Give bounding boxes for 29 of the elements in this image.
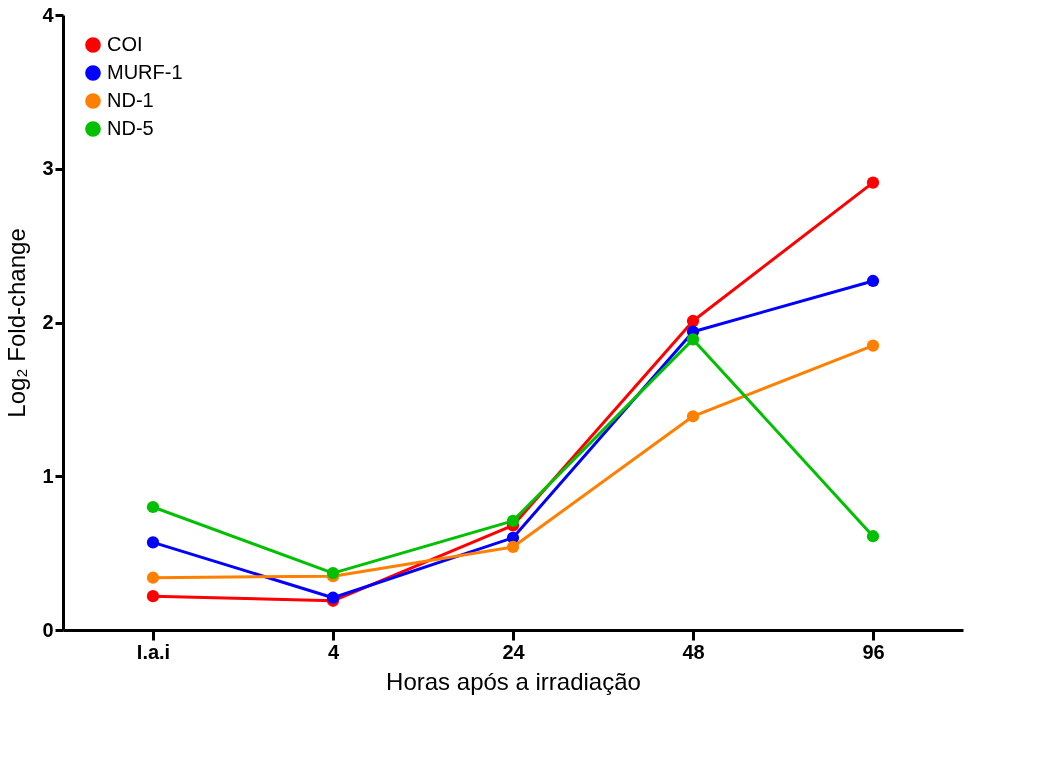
point (506, 540, 520, 554)
legend-label: COI (107, 33, 143, 55)
x-axis-title: Horas após a irradiação (386, 667, 641, 695)
point (686, 410, 700, 423)
y-axis-title: Log₂ Fold-change (3, 228, 31, 418)
point (866, 339, 880, 352)
y-tick-label: 3 (42, 157, 54, 180)
point (146, 500, 160, 514)
x-tick-label: 24 (502, 640, 526, 663)
y-tick-label: 0 (42, 618, 54, 641)
point (686, 333, 700, 346)
x-tick-label: I.a.i (136, 640, 171, 663)
legend-label: ND-1 (107, 89, 154, 111)
legend-label: ND-5 (107, 117, 154, 139)
point (866, 274, 880, 288)
x-tick-label: 4 (327, 640, 340, 663)
point (866, 176, 880, 189)
y-tick-label: 2 (42, 311, 54, 333)
point (866, 530, 880, 543)
y-tick-label: 1 (42, 464, 54, 487)
x-tick-label: 96 (862, 640, 885, 663)
point (506, 514, 520, 527)
x-tick-label: 48 (682, 640, 705, 663)
point (146, 536, 160, 549)
y-tick-label: 4 (42, 3, 55, 26)
point (146, 571, 160, 584)
point (686, 314, 700, 328)
legend-label: MURF-1 (107, 61, 183, 83)
point (146, 590, 160, 603)
